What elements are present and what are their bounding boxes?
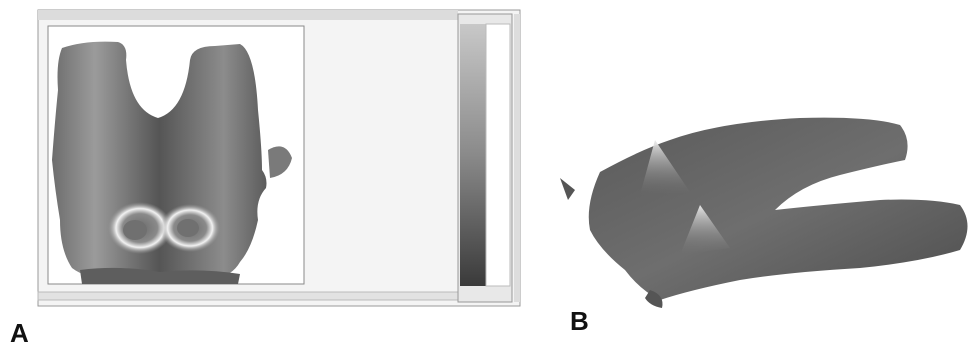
- pressure-surface: [560, 117, 968, 308]
- pressure-map: [52, 41, 292, 284]
- panel-label: A: [10, 318, 29, 345]
- panel-label: B: [570, 306, 589, 336]
